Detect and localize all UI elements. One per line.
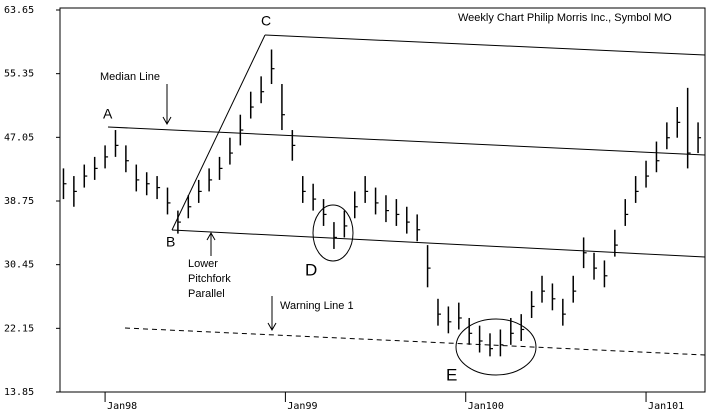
warning-line [124, 327, 706, 356]
annotation: D [305, 260, 317, 279]
annotation: Warning Line 1 [280, 300, 354, 312]
arrow [162, 84, 172, 126]
annotation: E [446, 365, 457, 384]
y-tick-label: 63.65 [4, 5, 34, 16]
y-tick-label: 13.85 [4, 387, 34, 398]
y-tick-label: 30.45 [4, 260, 34, 271]
annotation: C [261, 13, 271, 29]
pitchfork [107, 34, 706, 376]
x-tick-label: Jan98 [107, 401, 137, 412]
annotation: B [166, 234, 175, 250]
annotation: Lower [188, 258, 218, 270]
circle-e [455, 318, 537, 376]
annotation: A [103, 106, 113, 122]
plot-frame [59, 7, 706, 393]
circle-d [312, 204, 354, 262]
upper-parallel [264, 34, 706, 56]
annotation: Pitchfork [188, 273, 231, 285]
annotation: Median Line [100, 71, 160, 83]
median-line [107, 126, 706, 156]
arrow [206, 231, 216, 256]
lower-parallel [171, 229, 706, 258]
y-tick-label: 22.15 [4, 323, 34, 334]
x-tick-label: Jan100 [468, 401, 504, 412]
chart-title: Weekly Chart Philip Morris Inc., Symbol … [458, 12, 672, 24]
y-tick-label: 38.75 [4, 196, 34, 207]
arrow [267, 296, 277, 332]
annotation: Parallel [188, 288, 225, 300]
x-tick-label: Jan99 [287, 401, 317, 412]
y-tick-label: 47.05 [4, 132, 34, 143]
x-tick-label: Jan101 [648, 401, 684, 412]
y-tick-label: 55.35 [4, 69, 34, 80]
